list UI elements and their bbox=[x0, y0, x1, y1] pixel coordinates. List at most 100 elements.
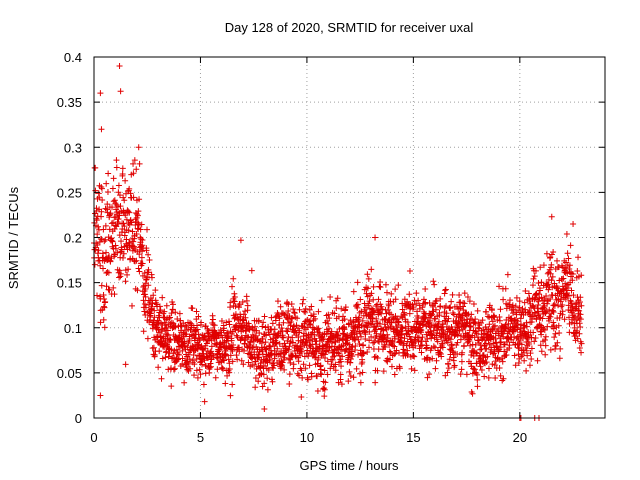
y-tick-label: 0.4 bbox=[64, 50, 82, 65]
data-point bbox=[237, 237, 244, 244]
data-point bbox=[497, 372, 504, 379]
data-point bbox=[179, 347, 186, 354]
data-point bbox=[449, 291, 456, 298]
data-point bbox=[542, 351, 549, 358]
data-point bbox=[268, 314, 275, 321]
y-tick-label: 0.05 bbox=[57, 366, 82, 381]
data-point bbox=[196, 366, 203, 373]
data-point bbox=[150, 344, 157, 351]
data-point bbox=[467, 342, 474, 349]
data-point bbox=[251, 348, 258, 355]
data-point bbox=[238, 357, 245, 364]
data-point bbox=[191, 361, 198, 368]
data-point bbox=[475, 324, 482, 331]
data-point bbox=[315, 354, 322, 361]
data-point bbox=[463, 371, 470, 378]
data-point bbox=[475, 337, 482, 344]
data-point bbox=[565, 255, 572, 262]
data-point bbox=[459, 349, 466, 356]
data-point bbox=[129, 228, 136, 235]
data-point bbox=[115, 189, 122, 196]
data-point bbox=[116, 274, 123, 281]
data-point bbox=[170, 366, 177, 373]
data-point bbox=[121, 197, 128, 204]
data-point bbox=[531, 273, 538, 280]
data-point bbox=[122, 212, 129, 219]
data-point bbox=[384, 331, 391, 338]
data-point bbox=[424, 335, 431, 342]
data-point bbox=[117, 249, 124, 256]
data-point bbox=[134, 287, 141, 294]
data-point bbox=[135, 265, 142, 272]
data-point bbox=[337, 371, 344, 378]
data-point bbox=[532, 334, 539, 341]
data-point bbox=[91, 261, 98, 268]
data-point bbox=[136, 251, 143, 258]
data-point bbox=[141, 308, 148, 315]
data-point bbox=[161, 308, 168, 315]
data-point bbox=[109, 238, 116, 245]
data-point bbox=[436, 309, 443, 316]
data-point bbox=[340, 313, 346, 320]
data-point bbox=[516, 298, 523, 305]
data-point bbox=[366, 328, 373, 335]
data-point bbox=[404, 351, 411, 358]
data-point bbox=[461, 290, 468, 297]
data-point bbox=[154, 324, 161, 331]
data-point bbox=[121, 223, 128, 230]
data-point bbox=[236, 301, 243, 308]
data-point bbox=[234, 356, 241, 363]
data-point bbox=[116, 267, 123, 274]
data-point bbox=[495, 326, 502, 333]
data-point bbox=[482, 340, 489, 347]
data-point bbox=[212, 374, 219, 381]
data-point bbox=[286, 343, 293, 350]
data-point bbox=[391, 351, 398, 358]
data-point bbox=[302, 365, 309, 372]
data-point bbox=[364, 285, 371, 292]
data-point bbox=[451, 364, 458, 371]
data-point bbox=[277, 303, 284, 310]
data-point bbox=[426, 299, 433, 306]
data-point bbox=[357, 330, 364, 337]
data-point bbox=[262, 324, 269, 331]
data-point bbox=[229, 381, 236, 388]
data-point bbox=[430, 327, 437, 334]
data-point bbox=[298, 367, 305, 374]
data-point bbox=[338, 363, 345, 370]
data-point bbox=[289, 334, 296, 341]
data-point bbox=[96, 194, 103, 201]
data-point bbox=[541, 336, 548, 343]
data-point bbox=[241, 347, 248, 354]
data-point bbox=[423, 344, 430, 351]
data-point bbox=[514, 318, 521, 325]
data-point bbox=[445, 315, 452, 322]
data-point bbox=[253, 332, 260, 339]
data-point bbox=[548, 213, 555, 220]
data-point bbox=[529, 282, 536, 289]
data-point bbox=[437, 295, 444, 302]
data-point bbox=[285, 346, 292, 353]
data-point bbox=[306, 306, 313, 313]
data-point bbox=[276, 340, 283, 347]
data-point bbox=[276, 321, 283, 328]
data-point bbox=[556, 330, 563, 337]
data-point bbox=[328, 328, 335, 335]
data-point bbox=[496, 314, 503, 321]
data-point bbox=[391, 371, 398, 378]
data-point bbox=[356, 314, 363, 321]
data-point bbox=[484, 313, 491, 320]
data-point bbox=[139, 242, 146, 249]
data-point bbox=[374, 354, 381, 361]
data-point bbox=[364, 271, 371, 278]
y-tick-labels: 0 0.05 0.1 0.15 0.2 0.25 0.3 0.35 0.4 bbox=[57, 50, 82, 426]
data-point bbox=[530, 329, 537, 336]
data-point bbox=[183, 331, 190, 338]
data-point bbox=[124, 271, 131, 278]
data-point bbox=[327, 293, 334, 300]
data-point bbox=[227, 392, 234, 399]
data-point bbox=[437, 334, 444, 341]
axis-ticks bbox=[93, 56, 605, 419]
data-point bbox=[477, 346, 484, 353]
data-point bbox=[320, 336, 327, 343]
